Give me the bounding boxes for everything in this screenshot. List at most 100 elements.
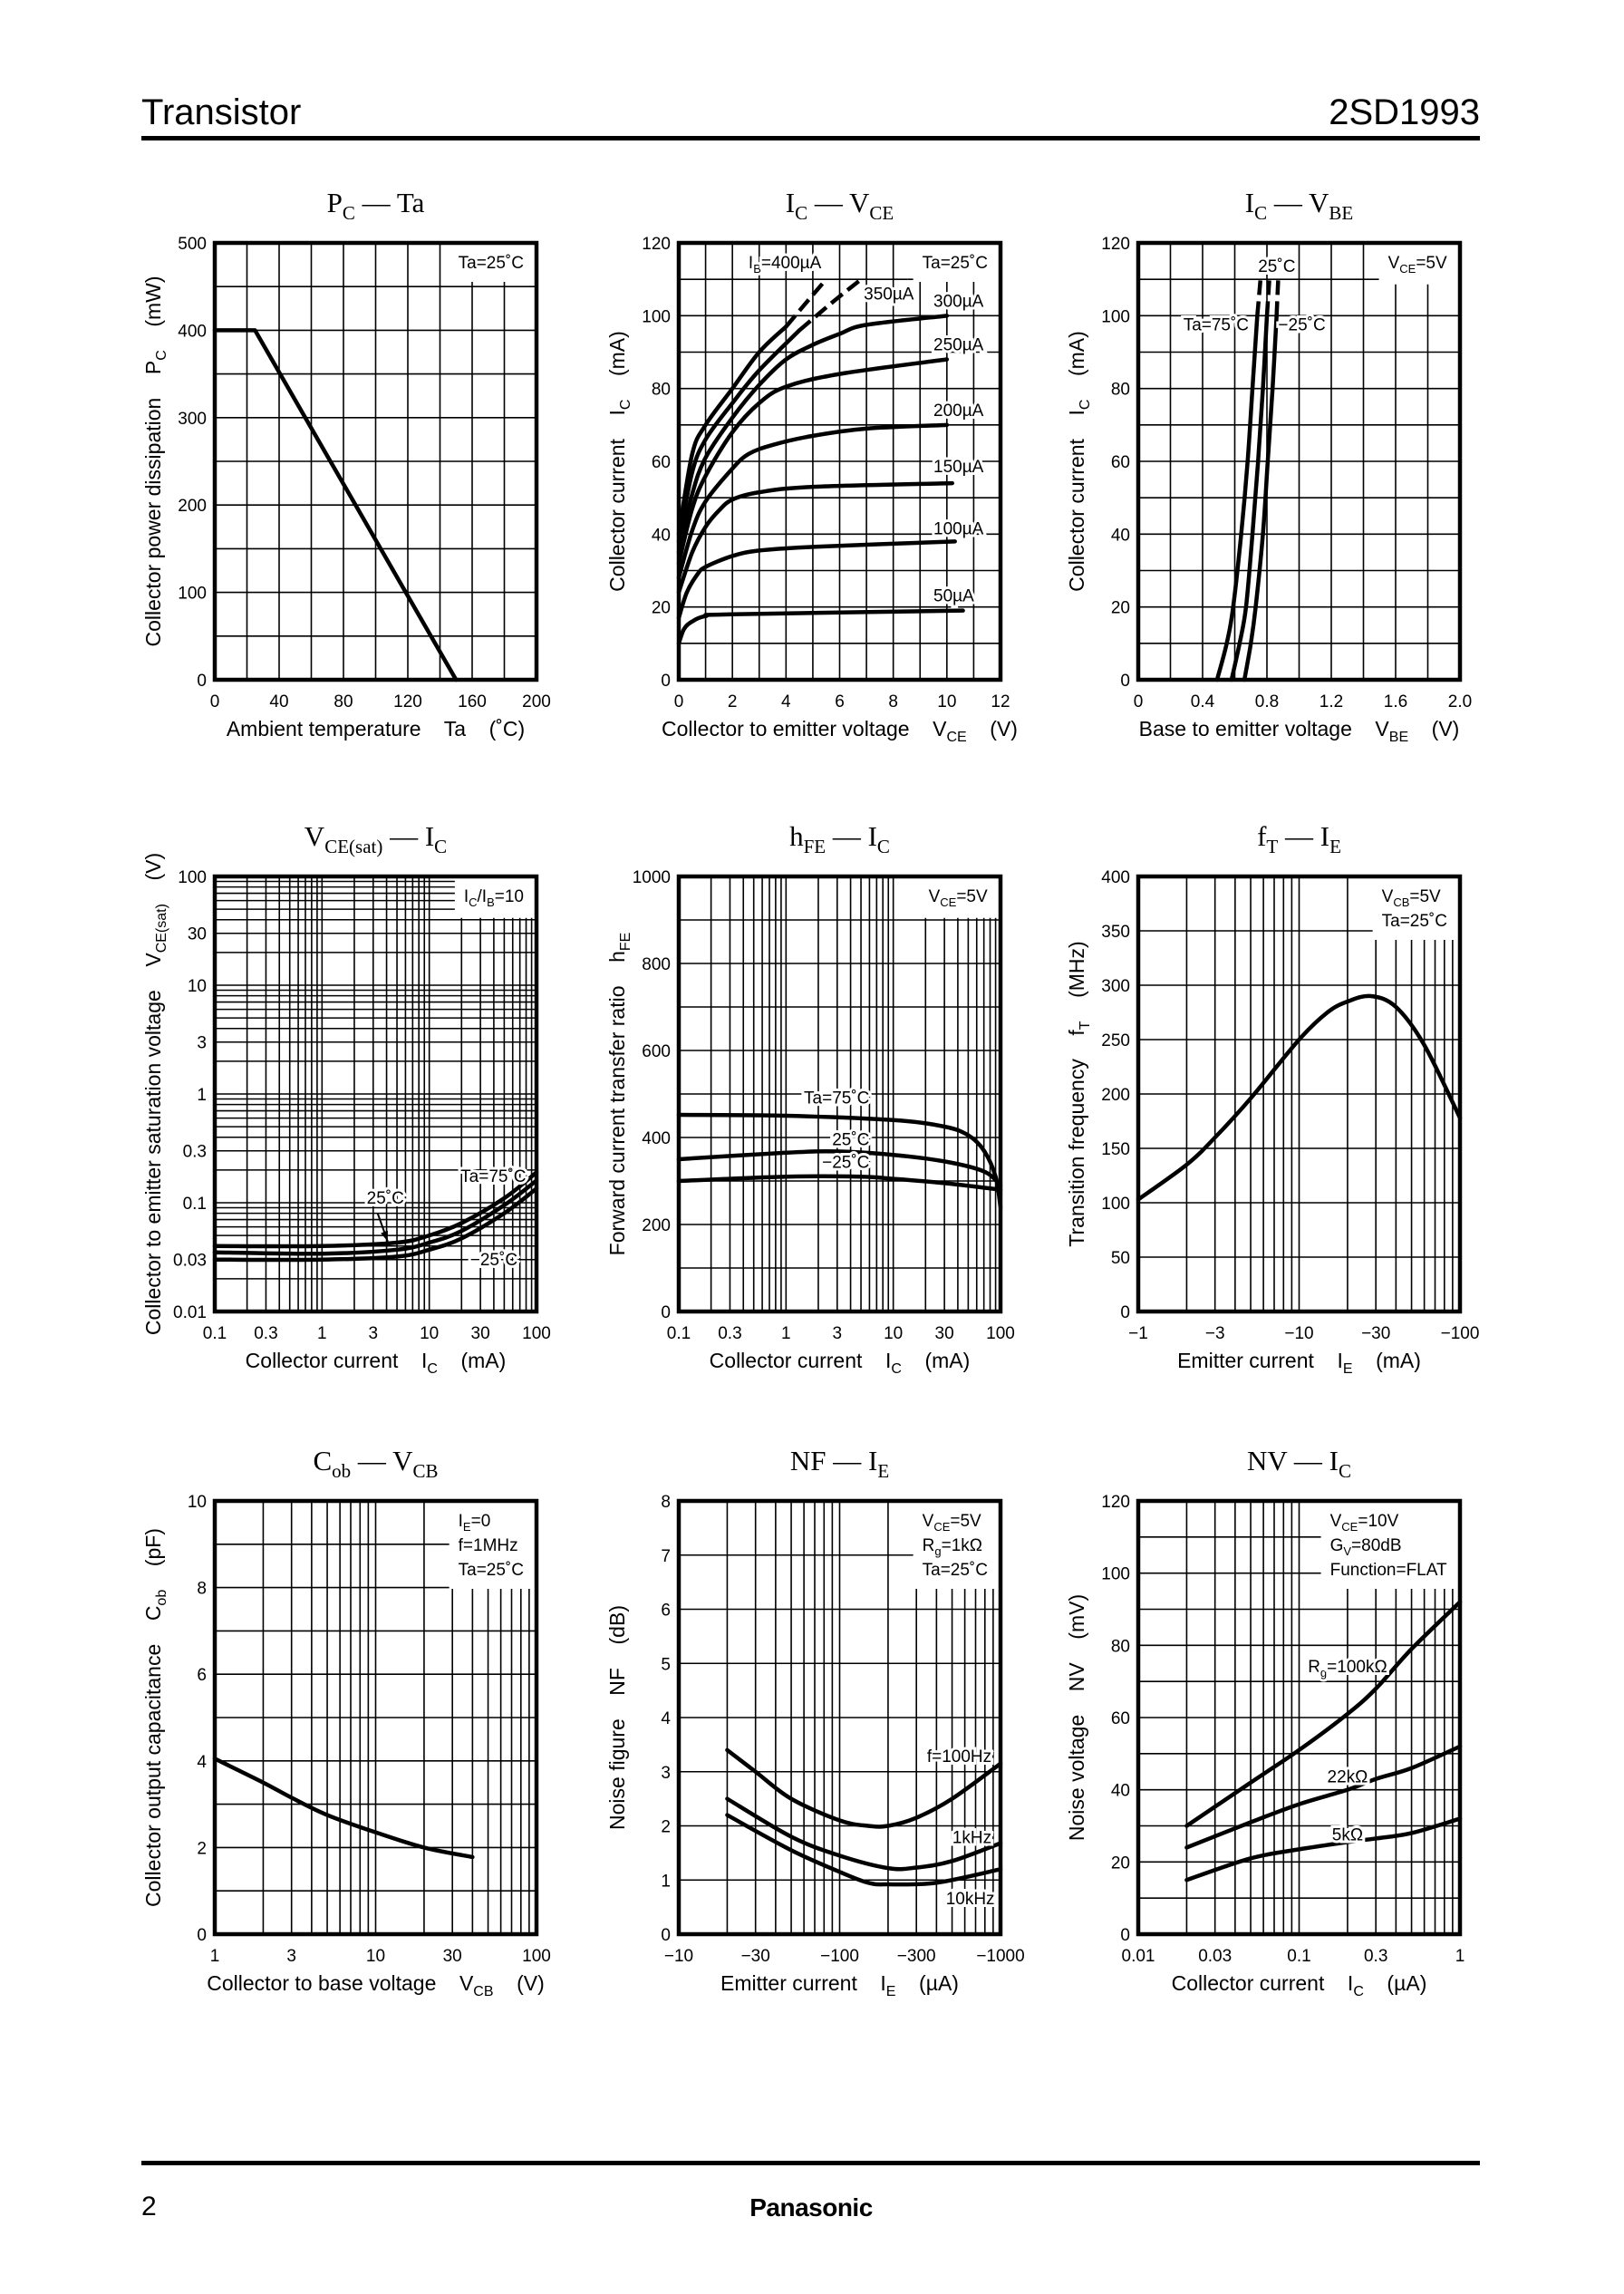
plot-frame: [676, 240, 1003, 682]
series-label: 250µA: [933, 335, 984, 354]
x-tick-label: 160: [458, 692, 487, 711]
y-tick-label: 4: [661, 1709, 671, 1728]
y-tick-label: 80: [1111, 381, 1130, 400]
y-tick-label: 600: [642, 1042, 671, 1061]
conditions: VCE=5V: [1388, 254, 1447, 276]
x-tick-label: −10: [1284, 1324, 1313, 1343]
chart-title: Cob — VCB: [313, 1445, 438, 1482]
x-tick-label: 3: [286, 1947, 296, 1966]
x-tick-label: 0.3: [1364, 1947, 1387, 1966]
conditions: VCB=5V Ta=25˚C: [1382, 887, 1447, 931]
series-curve: [212, 1178, 539, 1256]
plot-frame: [212, 240, 539, 682]
x-tick-label: 1.6: [1384, 692, 1407, 711]
series-curve: [725, 1747, 1003, 1829]
conditions-box: [919, 876, 1000, 918]
plot-frame: [212, 1498, 539, 1937]
chart-title: NF — IE: [790, 1445, 889, 1482]
document-category: Transistor: [141, 92, 302, 132]
footer-rule: [141, 2161, 1480, 2165]
x-tick-label: 100: [522, 1947, 551, 1966]
y-tick-label: 30: [188, 925, 207, 944]
y-tick-label: 40: [1111, 526, 1130, 545]
y-tick-label: 0: [661, 1926, 671, 1945]
x-tick-label: 30: [471, 1324, 490, 1343]
y-tick-label: 2: [661, 1818, 671, 1837]
x-axis-label: Collector to emitter voltage VCE (V): [662, 717, 1018, 745]
conditions-box: [913, 243, 1000, 282]
x-tick-label: 0.4: [1191, 692, 1215, 711]
series-label: 10kHz: [946, 1890, 995, 1909]
series-curve: [212, 1170, 539, 1249]
series-label: 5kΩ: [1332, 1825, 1363, 1844]
y-tick-label: 500: [178, 235, 207, 254]
y-tick-label: 80: [652, 381, 671, 400]
x-tick-label: 40: [269, 692, 288, 711]
y-tick-label: 10: [188, 977, 207, 996]
x-tick-label: 30: [935, 1324, 954, 1343]
condition-text: VCE=5V: [1388, 254, 1447, 276]
series-curve: [212, 1757, 475, 1860]
series-label: −25˚C: [1278, 315, 1325, 334]
series-curve: [676, 328, 802, 544]
conditions: Ta=25˚C: [923, 254, 988, 273]
y-tick-label: 100: [1101, 307, 1130, 326]
y-tick-label: 0: [1120, 1303, 1130, 1322]
series-curve: [1184, 1600, 1463, 1828]
conditions-box: [913, 1501, 1000, 1589]
arrow-head-icon: [381, 1230, 388, 1242]
conditions: IE=0 f=1MHz Ta=25˚C: [459, 1512, 524, 1580]
grid: [1138, 1501, 1460, 1934]
x-tick-label: −1000: [976, 1947, 1024, 1966]
series-label: 100µA: [933, 519, 984, 538]
x-axis-label: Collector current IC (µA): [1172, 1971, 1427, 1999]
series-label: 22kΩ: [1328, 1768, 1368, 1787]
y-tick-label: 120: [1101, 235, 1130, 254]
x-tick-label: 6: [835, 692, 845, 711]
y-tick-label: 6: [197, 1666, 207, 1685]
y-tick-label: 100: [178, 585, 207, 604]
y-tick-label: 2: [197, 1839, 207, 1858]
series-curve: [1136, 993, 1463, 1202]
y-tick-label: 100: [1101, 1195, 1130, 1214]
x-tick-label: 120: [393, 692, 422, 711]
condition-text: VCB=5V: [1382, 887, 1441, 909]
y-tick-label: 20: [1111, 1854, 1130, 1873]
y-tick-label: 0.3: [183, 1143, 207, 1162]
y-tick-label: 120: [1101, 1493, 1130, 1512]
conditions-box: [1320, 1501, 1460, 1589]
y-tick-label: 120: [642, 235, 671, 254]
series-curve: [1184, 1744, 1463, 1850]
y-tick-label: 300: [1101, 977, 1130, 996]
x-tick-label: 1: [210, 1947, 220, 1966]
x-tick-label: −300: [897, 1947, 936, 1966]
plot-frame: [1136, 1498, 1463, 1937]
plot-frame: [212, 874, 539, 1314]
x-tick-label: 8: [888, 692, 898, 711]
x-tick-label: 100: [522, 1324, 551, 1343]
series-curve: [212, 328, 459, 682]
x-tick-label: 0: [1134, 692, 1144, 711]
y-tick-label: 100: [1101, 1565, 1130, 1584]
y-tick-label: 50: [1111, 1249, 1130, 1268]
y-tick-label: 200: [178, 497, 207, 516]
y-tick-label: 6: [661, 1602, 671, 1621]
conditions-box: [449, 1501, 536, 1589]
series-curve: [725, 1796, 1003, 1872]
series-curve: [676, 314, 950, 555]
chart-3: Ta=75˚C 25˚C −25˚C VCE=5V 0 0.4 0.8 1.2 1.6 2.0 0 2…: [1065, 187, 1472, 745]
grid: [215, 243, 536, 680]
x-tick-label: −10: [664, 1947, 693, 1966]
condition-text: VCE=5V: [923, 1512, 981, 1534]
chart-title: IC — VCE: [786, 187, 894, 224]
y-tick-label: 0: [197, 672, 207, 691]
x-tick-label: 1.2: [1320, 692, 1343, 711]
brand-logo: Panasonic: [749, 2193, 873, 2221]
y-axis-label: Forward current transfer ratio hFE: [605, 933, 633, 1256]
condition-text: Ta=25˚C: [459, 1561, 524, 1580]
y-tick-label: 300: [178, 410, 207, 429]
